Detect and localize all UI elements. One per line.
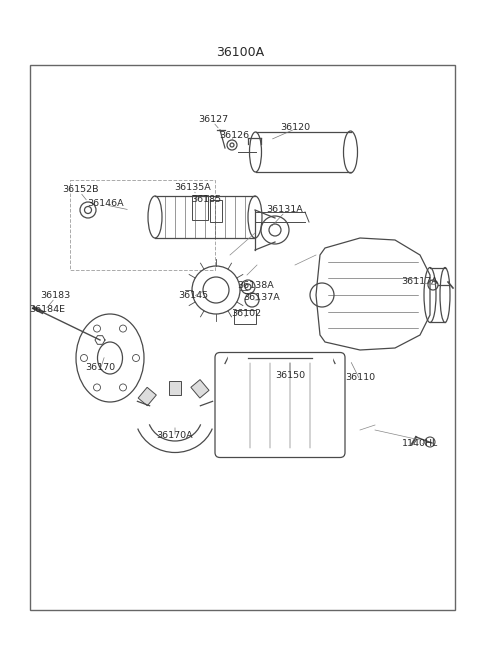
Text: 36170: 36170 — [85, 363, 115, 373]
Polygon shape — [228, 356, 248, 369]
Text: 36145: 36145 — [178, 291, 208, 300]
Text: 36185: 36185 — [191, 195, 221, 205]
Text: 36184E: 36184E — [29, 306, 65, 314]
Bar — [234, 310, 256, 324]
Text: 36131A: 36131A — [266, 205, 303, 215]
Bar — [138, 387, 156, 406]
Bar — [191, 380, 209, 398]
Polygon shape — [312, 356, 332, 369]
Text: 36138A: 36138A — [238, 281, 275, 289]
Text: 36127: 36127 — [198, 115, 228, 125]
Text: 36117A: 36117A — [402, 277, 438, 287]
Text: 36137A: 36137A — [244, 293, 280, 302]
Text: 36152B: 36152B — [62, 186, 98, 194]
Text: 36150: 36150 — [275, 371, 305, 380]
Bar — [30, 65, 455, 610]
Text: 36126: 36126 — [219, 131, 249, 140]
Text: 36135A: 36135A — [175, 184, 211, 192]
Text: 36170A: 36170A — [156, 430, 193, 440]
Text: 36183: 36183 — [40, 291, 70, 300]
Text: 36110: 36110 — [345, 373, 375, 382]
Text: 1140HL: 1140HL — [402, 438, 438, 447]
Text: 36146A: 36146A — [88, 199, 124, 207]
Text: 36100A: 36100A — [216, 45, 264, 58]
Bar — [70, 180, 215, 270]
Bar — [169, 381, 181, 395]
Text: 36102: 36102 — [231, 308, 261, 318]
Text: 36120: 36120 — [280, 123, 310, 133]
